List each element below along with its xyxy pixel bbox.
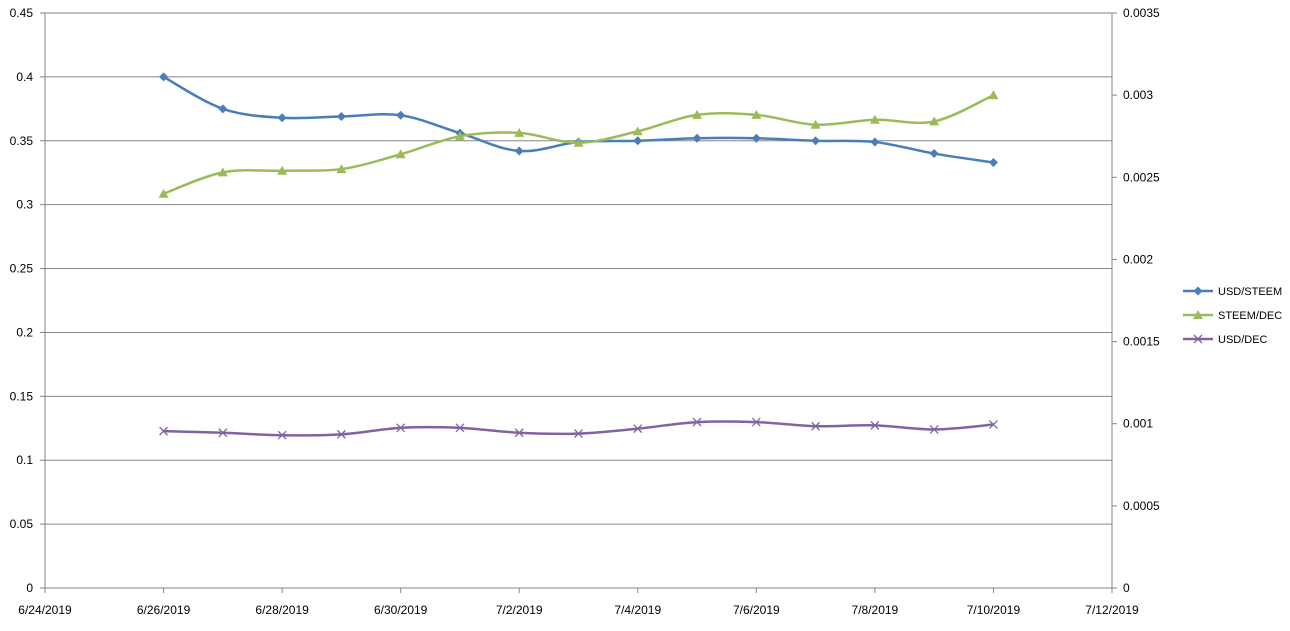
data-point <box>988 158 998 167</box>
data-point <box>277 113 287 123</box>
data-point <box>633 424 643 434</box>
data-point <box>159 72 169 82</box>
data-point <box>929 116 940 126</box>
data-point <box>692 109 703 119</box>
data-point <box>988 90 999 100</box>
data-point <box>811 421 821 431</box>
x-tick-label: 7/10/2019 <box>967 603 1021 617</box>
data-point <box>159 426 169 436</box>
data-point <box>929 149 939 159</box>
data-point <box>158 188 169 198</box>
data-point <box>336 112 346 121</box>
right-tick-label: 0.001 <box>1123 417 1153 431</box>
data-point <box>396 110 406 120</box>
data-point <box>632 126 643 136</box>
x-tick-label: 7/12/2019 <box>1085 603 1139 617</box>
axes <box>44 13 1113 589</box>
left-tick-label: 0.25 <box>10 262 34 276</box>
data-point <box>929 425 939 434</box>
data-point <box>692 133 702 143</box>
data-point <box>810 119 821 129</box>
legend-item: USD/DEC <box>1183 334 1268 346</box>
left-tick-label: 0.35 <box>10 134 34 148</box>
data-point <box>395 149 406 159</box>
left-tick-label: 0.1 <box>16 453 33 467</box>
right-tick-label: 0.0005 <box>1123 499 1160 513</box>
right-tick-label: 0.003 <box>1123 88 1153 102</box>
legend-marker <box>1193 310 1203 319</box>
legend: USD/STEEM STEEM/DEC USD/DEC <box>1183 286 1282 346</box>
left-axis-ticks: 0 0.05 0.1 0.15 0.2 0.25 0.3 0.35 0.4 0.45 <box>10 6 45 595</box>
x-axis-ticks: 6/24/2019 6/26/2019 6/28/2019 6/30/2019 7/2/… <box>18 588 1139 617</box>
data-point <box>217 167 228 177</box>
data-point <box>336 429 346 439</box>
legend-item: USD/STEEM <box>1183 286 1282 298</box>
x-tick-label: 6/24/2019 <box>18 603 72 617</box>
series-steem-dec <box>158 90 999 198</box>
series-group <box>158 72 999 440</box>
right-tick-label: 0.0035 <box>1123 6 1160 20</box>
right-tick-label: 0 <box>1123 581 1130 595</box>
left-tick-label: 0.2 <box>16 325 33 339</box>
series-usd-dec <box>159 417 998 440</box>
legend-marker <box>1193 286 1203 296</box>
right-tick-label: 0.002 <box>1123 252 1153 266</box>
legend-item: STEEM/DEC <box>1183 310 1282 322</box>
data-point <box>514 127 525 137</box>
data-point <box>988 420 998 429</box>
data-point <box>514 146 524 156</box>
left-tick-label: 0.4 <box>16 70 33 84</box>
right-tick-label: 0.0025 <box>1123 170 1160 184</box>
legend-label: USD/STEEM <box>1218 286 1282 298</box>
x-tick-label: 7/6/2019 <box>733 603 780 617</box>
x-tick-label: 6/26/2019 <box>137 603 191 617</box>
right-axis-ticks: 0 0.0005 0.001 0.0015 0.002 0.0025 0.003 0.0035 <box>1112 6 1160 595</box>
data-point <box>574 429 583 439</box>
gridlines <box>45 12 1112 525</box>
data-point <box>218 428 228 438</box>
data-point <box>811 136 821 146</box>
data-point <box>514 428 524 438</box>
x-tick-label: 6/28/2019 <box>255 603 309 617</box>
left-tick-label: 0.15 <box>10 389 34 403</box>
x-tick-label: 7/4/2019 <box>614 603 661 617</box>
data-point <box>751 133 761 143</box>
data-point <box>573 137 584 147</box>
data-point <box>870 420 880 430</box>
x-tick-label: 7/8/2019 <box>852 603 899 617</box>
data-point <box>870 137 880 147</box>
data-point <box>633 136 643 146</box>
data-point <box>869 114 880 124</box>
x-tick-label: 6/30/2019 <box>374 603 428 617</box>
data-point <box>336 164 347 174</box>
data-point <box>751 109 762 119</box>
data-point <box>396 423 406 433</box>
left-tick-label: 0.45 <box>10 6 34 20</box>
data-point <box>277 430 287 440</box>
x-tick-label: 7/2/2019 <box>496 603 543 617</box>
data-point <box>218 104 228 114</box>
legend-label: USD/DEC <box>1218 334 1268 346</box>
data-point <box>455 423 465 433</box>
data-point <box>277 165 288 175</box>
data-point <box>751 417 761 427</box>
left-tick-label: 0.3 <box>16 198 33 212</box>
left-tick-label: 0 <box>26 581 33 595</box>
data-point <box>692 417 702 427</box>
left-tick-label: 0.05 <box>10 517 34 531</box>
legend-label: STEEM/DEC <box>1218 310 1282 322</box>
right-tick-label: 0.0015 <box>1123 335 1160 349</box>
legend-marker <box>1193 334 1203 344</box>
data-point <box>454 131 465 141</box>
